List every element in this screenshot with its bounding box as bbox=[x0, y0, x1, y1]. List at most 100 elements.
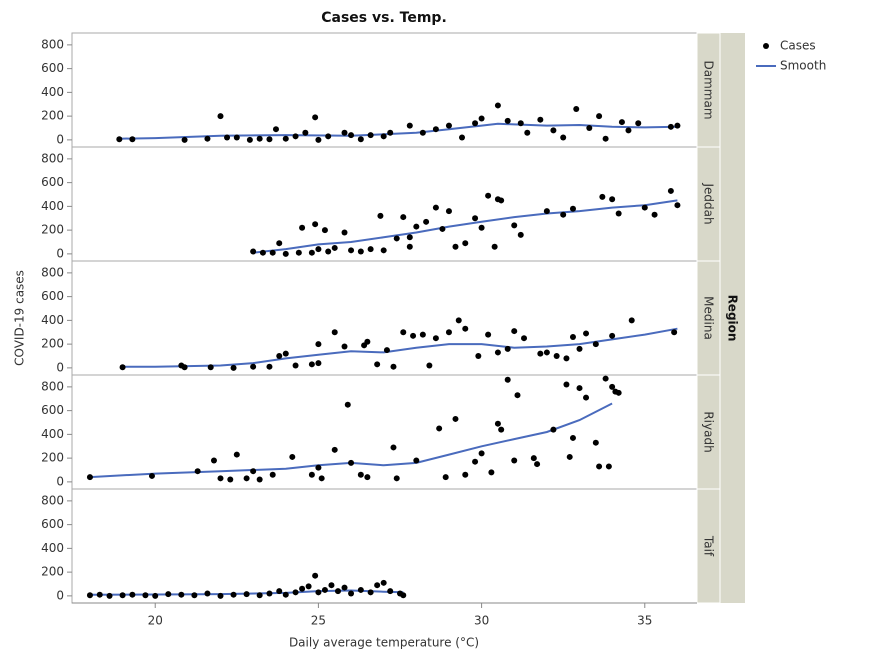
data-point bbox=[445, 329, 452, 336]
data-point bbox=[419, 129, 426, 136]
data-point bbox=[537, 350, 544, 357]
data-point bbox=[315, 136, 322, 143]
smooth-line bbox=[122, 327, 678, 368]
data-point bbox=[269, 471, 276, 478]
y-tick-label: 400 bbox=[41, 199, 64, 213]
smooth-line bbox=[89, 402, 613, 479]
data-point bbox=[292, 362, 299, 369]
data-point bbox=[432, 204, 439, 211]
data-point bbox=[494, 349, 501, 356]
data-point bbox=[341, 229, 348, 236]
data-point bbox=[302, 129, 309, 136]
data-point bbox=[472, 215, 479, 222]
y-tick-label: 0 bbox=[56, 132, 64, 146]
data-point bbox=[86, 592, 93, 599]
data-point bbox=[348, 132, 355, 139]
data-point bbox=[230, 364, 237, 371]
y-tick-label: 400 bbox=[41, 427, 64, 441]
data-point bbox=[478, 224, 485, 231]
data-point bbox=[380, 247, 387, 254]
y-tick-label: 0 bbox=[56, 474, 64, 488]
data-point bbox=[129, 136, 136, 143]
data-point bbox=[511, 457, 518, 464]
data-point bbox=[380, 579, 387, 586]
data-point bbox=[269, 249, 276, 256]
data-point bbox=[387, 129, 394, 136]
y-tick-label: 600 bbox=[41, 175, 64, 189]
panel-label: Dammam bbox=[702, 60, 716, 119]
data-point bbox=[207, 364, 214, 371]
y-tick-label: 600 bbox=[41, 403, 64, 417]
data-point bbox=[152, 592, 159, 599]
data-point bbox=[475, 353, 482, 359]
data-point bbox=[181, 136, 188, 143]
data-point bbox=[478, 450, 485, 457]
y-tick-label: 0 bbox=[56, 588, 64, 602]
chart-title: Cases vs. Temp. bbox=[321, 10, 447, 26]
data-point bbox=[674, 122, 681, 129]
smooth-line bbox=[252, 199, 678, 254]
data-point bbox=[524, 129, 531, 136]
data-point bbox=[390, 363, 397, 370]
y-tick-label: 0 bbox=[56, 246, 64, 260]
data-point bbox=[321, 586, 328, 593]
data-point bbox=[406, 122, 413, 129]
data-point bbox=[383, 347, 390, 354]
data-point bbox=[674, 202, 681, 209]
data-point bbox=[400, 329, 407, 336]
data-point bbox=[312, 114, 319, 121]
data-point bbox=[217, 113, 224, 120]
x-tick-label: 20 bbox=[148, 614, 163, 628]
data-point bbox=[374, 361, 381, 368]
data-point bbox=[106, 592, 113, 599]
data-point bbox=[282, 135, 289, 142]
data-point bbox=[543, 208, 550, 215]
data-point bbox=[667, 123, 674, 130]
data-point bbox=[272, 126, 279, 133]
data-point bbox=[498, 197, 505, 204]
data-point bbox=[439, 225, 446, 232]
data-point bbox=[517, 231, 524, 238]
data-point bbox=[348, 247, 355, 254]
data-point bbox=[341, 343, 348, 350]
data-point bbox=[596, 113, 603, 120]
facet-strip bbox=[720, 33, 745, 603]
data-point bbox=[315, 341, 322, 348]
y-tick-label: 400 bbox=[41, 313, 64, 327]
y-tick-label: 200 bbox=[41, 565, 64, 579]
data-point bbox=[504, 117, 511, 124]
data-point bbox=[256, 135, 263, 142]
data-point bbox=[312, 572, 319, 579]
data-point bbox=[641, 204, 648, 211]
data-point bbox=[334, 588, 341, 595]
data-point bbox=[609, 196, 616, 203]
data-point bbox=[142, 592, 149, 599]
y-tick-label: 200 bbox=[41, 337, 64, 351]
data-point bbox=[227, 476, 234, 483]
data-point bbox=[299, 224, 306, 231]
data-point bbox=[341, 129, 348, 136]
data-point bbox=[498, 426, 505, 433]
data-point bbox=[276, 353, 283, 359]
smooth-line bbox=[119, 122, 678, 140]
data-point bbox=[292, 589, 299, 596]
legend-marker bbox=[763, 43, 769, 49]
data-point bbox=[615, 210, 622, 217]
data-point bbox=[472, 120, 479, 127]
data-point bbox=[119, 364, 126, 371]
data-point bbox=[560, 134, 567, 141]
data-point bbox=[357, 586, 364, 593]
data-point bbox=[426, 362, 433, 369]
data-point bbox=[357, 136, 364, 143]
data-point bbox=[521, 335, 528, 342]
data-point bbox=[537, 116, 544, 123]
data-point bbox=[318, 475, 325, 482]
data-point bbox=[576, 385, 583, 392]
data-point bbox=[452, 415, 459, 422]
data-point bbox=[282, 250, 289, 257]
data-point bbox=[406, 234, 413, 241]
data-point bbox=[550, 127, 557, 134]
legend-label: Cases bbox=[780, 39, 816, 53]
data-point bbox=[315, 360, 322, 367]
y-tick-label: 400 bbox=[41, 85, 64, 99]
